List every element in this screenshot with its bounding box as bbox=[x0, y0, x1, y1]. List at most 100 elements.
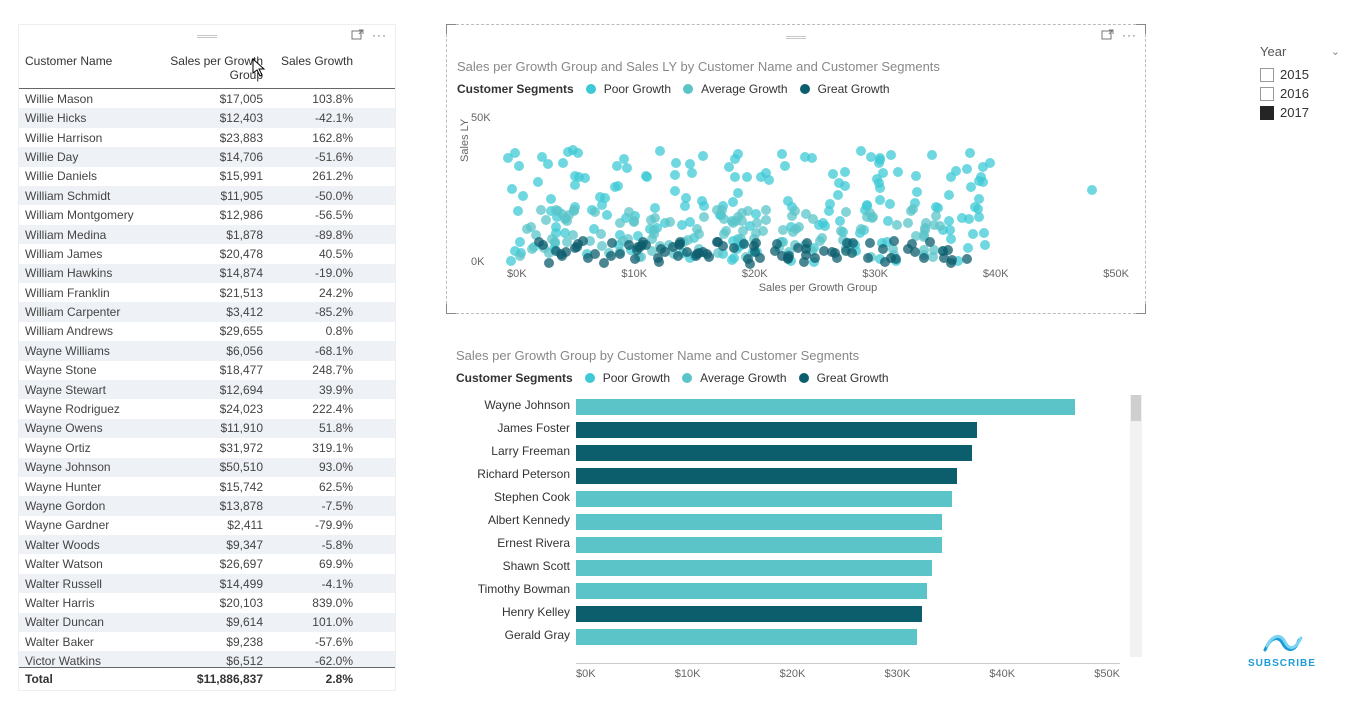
scatter-point[interactable] bbox=[546, 194, 556, 204]
scatter-point[interactable] bbox=[745, 259, 755, 269]
scatter-point[interactable] bbox=[783, 196, 793, 206]
focus-mode-icon[interactable] bbox=[351, 28, 365, 45]
scatter-point[interactable] bbox=[966, 182, 976, 192]
scatter-point[interactable] bbox=[875, 183, 885, 193]
scatter-point[interactable] bbox=[980, 240, 990, 250]
table-row[interactable]: William Carpenter$3,412-85.2% bbox=[19, 302, 395, 321]
scatter-point[interactable] bbox=[730, 172, 740, 182]
focus-mode-icon[interactable] bbox=[1101, 28, 1115, 45]
table-row[interactable]: William Montgomery$12,986-56.5% bbox=[19, 205, 395, 224]
scatter-point[interactable] bbox=[841, 207, 851, 217]
scatter-point[interactable] bbox=[670, 170, 680, 180]
checkbox-icon[interactable] bbox=[1260, 68, 1274, 82]
table-header-growth[interactable]: Sales Growth bbox=[263, 54, 353, 82]
scatter-point[interactable] bbox=[801, 250, 811, 260]
scatter-point[interactable] bbox=[801, 209, 811, 219]
scatter-point[interactable] bbox=[761, 205, 771, 215]
bar-row[interactable] bbox=[576, 418, 1120, 441]
scatter-point[interactable] bbox=[650, 213, 660, 223]
scatter-point[interactable] bbox=[737, 216, 747, 226]
table-row[interactable]: Wayne Rodriguez$24,023222.4% bbox=[19, 399, 395, 418]
scatter-point[interactable] bbox=[891, 254, 901, 264]
scatter-visual[interactable]: ··· Sales per Growth Group and Sales LY … bbox=[446, 24, 1146, 314]
table-row[interactable]: Walter Baker$9,238-57.6% bbox=[19, 632, 395, 651]
scatter-point[interactable] bbox=[925, 237, 935, 247]
bar-row[interactable] bbox=[576, 602, 1120, 625]
scatter-point[interactable] bbox=[865, 238, 875, 248]
scatter-point[interactable] bbox=[979, 228, 989, 238]
scatter-point[interactable] bbox=[751, 228, 761, 238]
scatter-point[interactable] bbox=[761, 215, 771, 225]
scatter-point[interactable] bbox=[836, 226, 846, 236]
table-row[interactable]: Walter Watson$26,69769.9% bbox=[19, 554, 395, 573]
scatter-point[interactable] bbox=[537, 152, 547, 162]
scatter-point[interactable] bbox=[970, 202, 980, 212]
scatter-point[interactable] bbox=[699, 212, 709, 222]
scatter-point[interactable] bbox=[787, 211, 797, 221]
scatter-point[interactable] bbox=[682, 247, 692, 257]
table-row[interactable]: William Franklin$21,51324.2% bbox=[19, 283, 395, 302]
scatter-point[interactable] bbox=[694, 248, 704, 258]
scatter-point[interactable] bbox=[911, 171, 921, 181]
table-body[interactable]: Willie Mason$17,005103.8%Willie Hicks$12… bbox=[19, 89, 395, 667]
bar-rect[interactable] bbox=[576, 422, 977, 438]
table-row[interactable]: Walter Duncan$9,614101.0% bbox=[19, 613, 395, 632]
scatter-point[interactable] bbox=[742, 172, 752, 182]
bar-row[interactable] bbox=[576, 464, 1120, 487]
grip-handle[interactable] bbox=[786, 36, 806, 39]
scatter-point[interactable] bbox=[522, 224, 532, 234]
scatter-point[interactable] bbox=[573, 239, 583, 249]
legend-item-great[interactable]: Great Growth bbox=[800, 82, 890, 96]
more-options-icon[interactable]: ··· bbox=[372, 28, 387, 42]
table-row[interactable]: William James$20,47840.5% bbox=[19, 244, 395, 263]
scatter-point[interactable] bbox=[927, 150, 937, 160]
table-row[interactable]: Wayne Stone$18,477248.7% bbox=[19, 361, 395, 380]
scatter-point[interactable] bbox=[962, 254, 972, 264]
scatter-point[interactable] bbox=[556, 249, 566, 259]
bar-rect[interactable] bbox=[576, 468, 957, 484]
scatter-point[interactable] bbox=[642, 172, 652, 182]
table-row[interactable]: Walter Harris$20,103839.0% bbox=[19, 593, 395, 612]
bar-rect[interactable] bbox=[576, 514, 942, 530]
bar-rect[interactable] bbox=[576, 583, 927, 599]
scatter-point[interactable] bbox=[650, 203, 660, 213]
scatter-point[interactable] bbox=[903, 218, 913, 228]
scatter-point[interactable] bbox=[727, 255, 737, 265]
scatter-point[interactable] bbox=[665, 217, 675, 227]
table-row[interactable]: William Hawkins$14,874-19.0% bbox=[19, 264, 395, 283]
scatter-point[interactable] bbox=[1087, 185, 1097, 195]
legend-item-average[interactable]: Average Growth bbox=[683, 82, 788, 96]
scatter-point[interactable] bbox=[629, 216, 639, 226]
scatter-point[interactable] bbox=[558, 158, 568, 168]
scatter-point[interactable] bbox=[681, 193, 691, 203]
bar-row[interactable] bbox=[576, 510, 1120, 533]
scatter-point[interactable] bbox=[780, 161, 790, 171]
bar-row[interactable] bbox=[576, 487, 1120, 510]
scatter-point[interactable] bbox=[885, 199, 895, 209]
slicer-item[interactable]: 2016 bbox=[1260, 84, 1340, 103]
table-row[interactable]: Wayne Johnson$50,51093.0% bbox=[19, 458, 395, 477]
scatter-point[interactable] bbox=[573, 148, 583, 158]
grip-handle[interactable] bbox=[197, 35, 217, 38]
scatter-point[interactable] bbox=[978, 162, 988, 172]
scatter-point[interactable] bbox=[551, 205, 561, 215]
scatter-point[interactable] bbox=[654, 257, 664, 267]
scatter-point[interactable] bbox=[649, 229, 659, 239]
scatter-point[interactable] bbox=[965, 148, 975, 158]
scatter-point[interactable] bbox=[733, 188, 743, 198]
scatter-point[interactable] bbox=[712, 205, 722, 215]
scatter-point[interactable] bbox=[685, 159, 695, 169]
scatter-point[interactable] bbox=[561, 213, 571, 223]
bar-rect[interactable] bbox=[576, 629, 917, 645]
table-header-sales[interactable]: Sales per Growth Group bbox=[153, 54, 263, 82]
scatter-point[interactable] bbox=[590, 207, 600, 217]
more-options-icon[interactable]: ··· bbox=[1122, 28, 1137, 42]
bar-rect[interactable] bbox=[576, 537, 942, 553]
bar-row[interactable] bbox=[576, 533, 1120, 556]
scatter-point[interactable] bbox=[743, 206, 753, 216]
scatter-point[interactable] bbox=[974, 212, 984, 222]
scatter-point[interactable] bbox=[563, 147, 573, 157]
scatter-point[interactable] bbox=[514, 161, 524, 171]
scatter-point[interactable] bbox=[699, 201, 709, 211]
bar-row[interactable] bbox=[576, 441, 1120, 464]
